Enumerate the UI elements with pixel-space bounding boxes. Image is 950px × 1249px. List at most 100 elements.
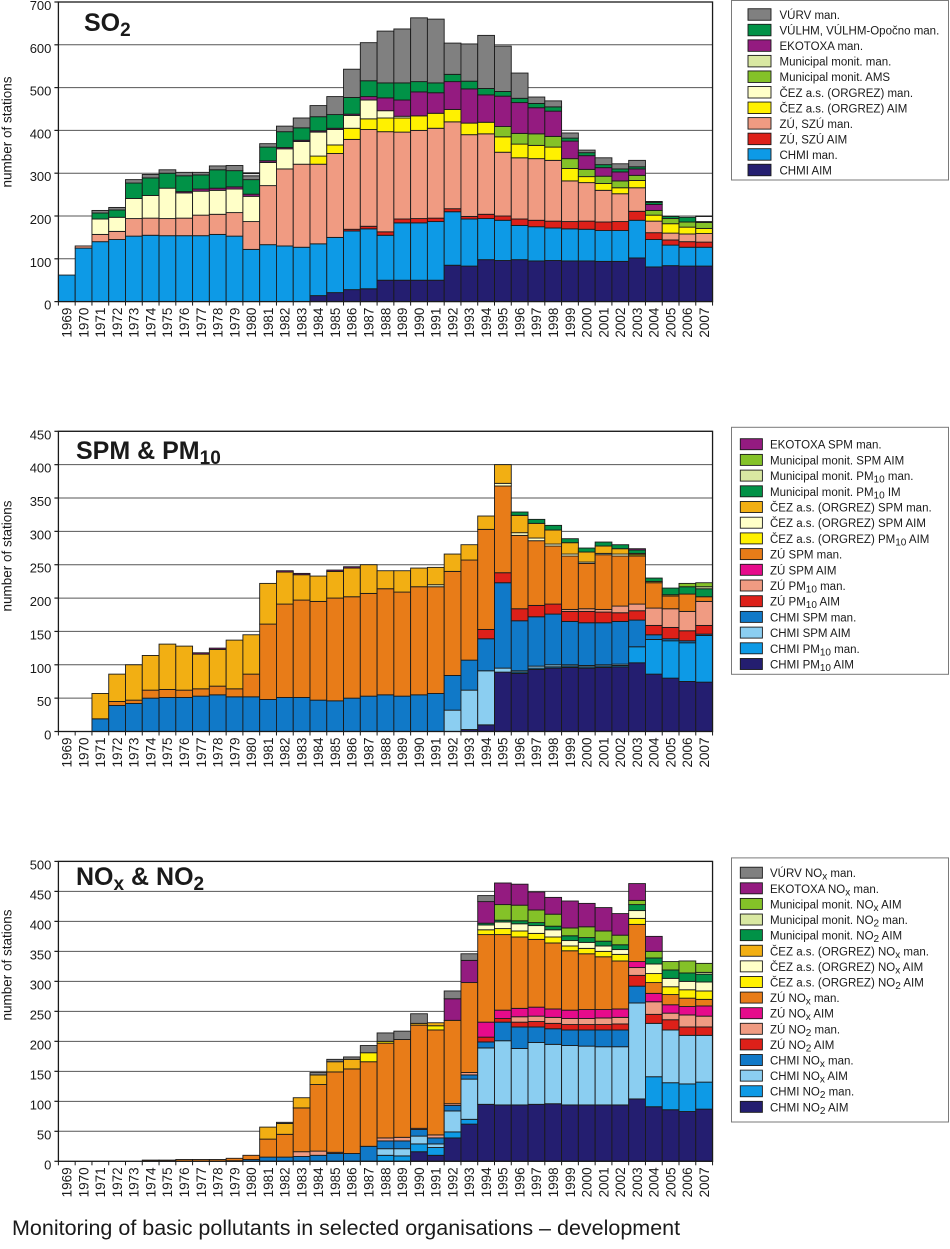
svg-text:1996: 1996 [512, 738, 527, 768]
svg-text:2007: 2007 [697, 738, 712, 768]
svg-text:ZÚ, SZÚ man.: ZÚ, SZÚ man. [780, 118, 853, 131]
svg-text:1992: 1992 [445, 1167, 460, 1197]
svg-text:1977: 1977 [194, 738, 209, 768]
svg-text:0: 0 [44, 298, 51, 313]
svg-text:0: 0 [44, 1157, 51, 1172]
svg-text:1972: 1972 [110, 738, 125, 768]
svg-text:1993: 1993 [462, 308, 477, 338]
svg-text:ZÚ SPM AIM: ZÚ SPM AIM [770, 564, 836, 577]
svg-text:1990: 1990 [412, 738, 427, 768]
svg-text:1970: 1970 [76, 308, 91, 338]
svg-text:400: 400 [30, 917, 52, 932]
svg-text:1995: 1995 [496, 308, 511, 338]
svg-text:1991: 1991 [429, 308, 444, 338]
svg-text:1987: 1987 [362, 1167, 377, 1197]
svg-text:100: 100 [30, 661, 52, 676]
svg-text:number of stations: number of stations [0, 76, 15, 187]
svg-text:1982: 1982 [278, 738, 293, 768]
svg-text:600: 600 [30, 41, 52, 56]
svg-text:1988: 1988 [378, 1167, 393, 1197]
svg-text:1985: 1985 [328, 738, 343, 768]
svg-text:1986: 1986 [345, 1167, 360, 1197]
svg-text:1976: 1976 [177, 1167, 192, 1197]
svg-text:450: 450 [30, 427, 52, 442]
svg-text:VÚLHM, VÚLHM-Opočno man.: VÚLHM, VÚLHM-Opočno man. [780, 25, 940, 38]
svg-text:1988: 1988 [378, 308, 393, 338]
svg-text:CHMI SPM man.: CHMI SPM man. [770, 612, 856, 624]
svg-text:300: 300 [30, 169, 52, 184]
svg-text:250: 250 [30, 561, 52, 576]
svg-text:1996: 1996 [512, 1167, 527, 1197]
svg-text:EKOTOXA SPM man.: EKOTOXA SPM man. [770, 440, 882, 452]
svg-text:1982: 1982 [278, 308, 293, 338]
svg-text:2003: 2003 [630, 1167, 645, 1197]
svg-text:1979: 1979 [227, 738, 242, 768]
svg-text:1989: 1989 [395, 308, 410, 338]
svg-text:2006: 2006 [680, 738, 695, 768]
svg-text:number of stations: number of stations [0, 909, 15, 1020]
svg-text:1970: 1970 [76, 738, 91, 768]
svg-text:ČEZ a.s. (ORGREZ) man.: ČEZ a.s. (ORGREZ) man. [780, 87, 914, 100]
svg-text:1977: 1977 [194, 308, 209, 338]
svg-text:2002: 2002 [613, 738, 628, 768]
svg-text:2004: 2004 [647, 307, 662, 338]
svg-text:1980: 1980 [244, 738, 259, 768]
svg-text:1973: 1973 [127, 308, 142, 338]
svg-text:150: 150 [30, 627, 52, 642]
svg-text:1977: 1977 [194, 1167, 209, 1197]
svg-text:2002: 2002 [613, 308, 628, 338]
svg-text:350: 350 [30, 947, 52, 962]
svg-text:1975: 1975 [160, 308, 175, 338]
svg-text:1973: 1973 [127, 1167, 142, 1197]
svg-text:1980: 1980 [244, 1167, 259, 1197]
svg-text:CHMI SPM AIM: CHMI SPM AIM [770, 628, 851, 640]
svg-text:CHMI man.: CHMI man. [780, 150, 838, 162]
svg-text:100: 100 [30, 1097, 52, 1112]
svg-text:1969: 1969 [60, 738, 75, 768]
svg-text:1989: 1989 [395, 738, 410, 768]
svg-text:2001: 2001 [596, 738, 611, 768]
svg-text:50: 50 [37, 1127, 51, 1142]
svg-text:ZÚ SPM man.: ZÚ SPM man. [770, 549, 842, 562]
svg-text:100: 100 [30, 255, 52, 270]
svg-text:1971: 1971 [93, 308, 108, 338]
svg-text:Monitoring of basic pollutants: Monitoring of basic pollutants in select… [12, 1216, 680, 1240]
svg-text:0: 0 [44, 728, 51, 743]
svg-text:1985: 1985 [328, 1167, 343, 1197]
svg-text:2005: 2005 [663, 738, 678, 768]
svg-text:1978: 1978 [211, 308, 226, 338]
svg-text:1991: 1991 [429, 1167, 444, 1197]
svg-text:200: 200 [30, 594, 52, 609]
svg-text:1972: 1972 [110, 308, 125, 338]
svg-text:300: 300 [30, 977, 52, 992]
svg-text:1984: 1984 [311, 307, 326, 338]
svg-text:400: 400 [30, 461, 52, 476]
svg-text:SPM & PM10: SPM & PM10 [76, 437, 221, 469]
svg-text:2005: 2005 [663, 308, 678, 338]
svg-text:1983: 1983 [294, 738, 309, 768]
svg-text:1979: 1979 [227, 308, 242, 338]
svg-text:1994: 1994 [479, 1167, 494, 1198]
svg-text:2007: 2007 [697, 308, 712, 338]
svg-text:1995: 1995 [496, 738, 511, 768]
svg-text:1988: 1988 [378, 738, 393, 768]
svg-text:1976: 1976 [177, 308, 192, 338]
svg-text:2005: 2005 [663, 1167, 678, 1197]
svg-text:2003: 2003 [630, 308, 645, 338]
svg-text:250: 250 [30, 1007, 52, 1022]
svg-text:1987: 1987 [362, 308, 377, 338]
svg-text:1984: 1984 [311, 1167, 326, 1198]
svg-text:1980: 1980 [244, 308, 259, 338]
svg-text:1996: 1996 [512, 308, 527, 338]
svg-text:2000: 2000 [580, 308, 595, 338]
svg-text:1981: 1981 [261, 308, 276, 338]
svg-text:ČEZ a.s. (ORGREZ) SPM AIM: ČEZ a.s. (ORGREZ) SPM AIM [770, 517, 926, 530]
svg-text:2000: 2000 [580, 738, 595, 768]
svg-text:150: 150 [30, 1067, 52, 1082]
svg-text:1999: 1999 [563, 1167, 578, 1197]
svg-text:1992: 1992 [445, 308, 460, 338]
svg-text:1993: 1993 [462, 1167, 477, 1197]
svg-text:Municipal monit. SPM AIM: Municipal monit. SPM AIM [770, 455, 904, 467]
svg-text:1995: 1995 [496, 1167, 511, 1197]
svg-text:1997: 1997 [529, 1167, 544, 1197]
